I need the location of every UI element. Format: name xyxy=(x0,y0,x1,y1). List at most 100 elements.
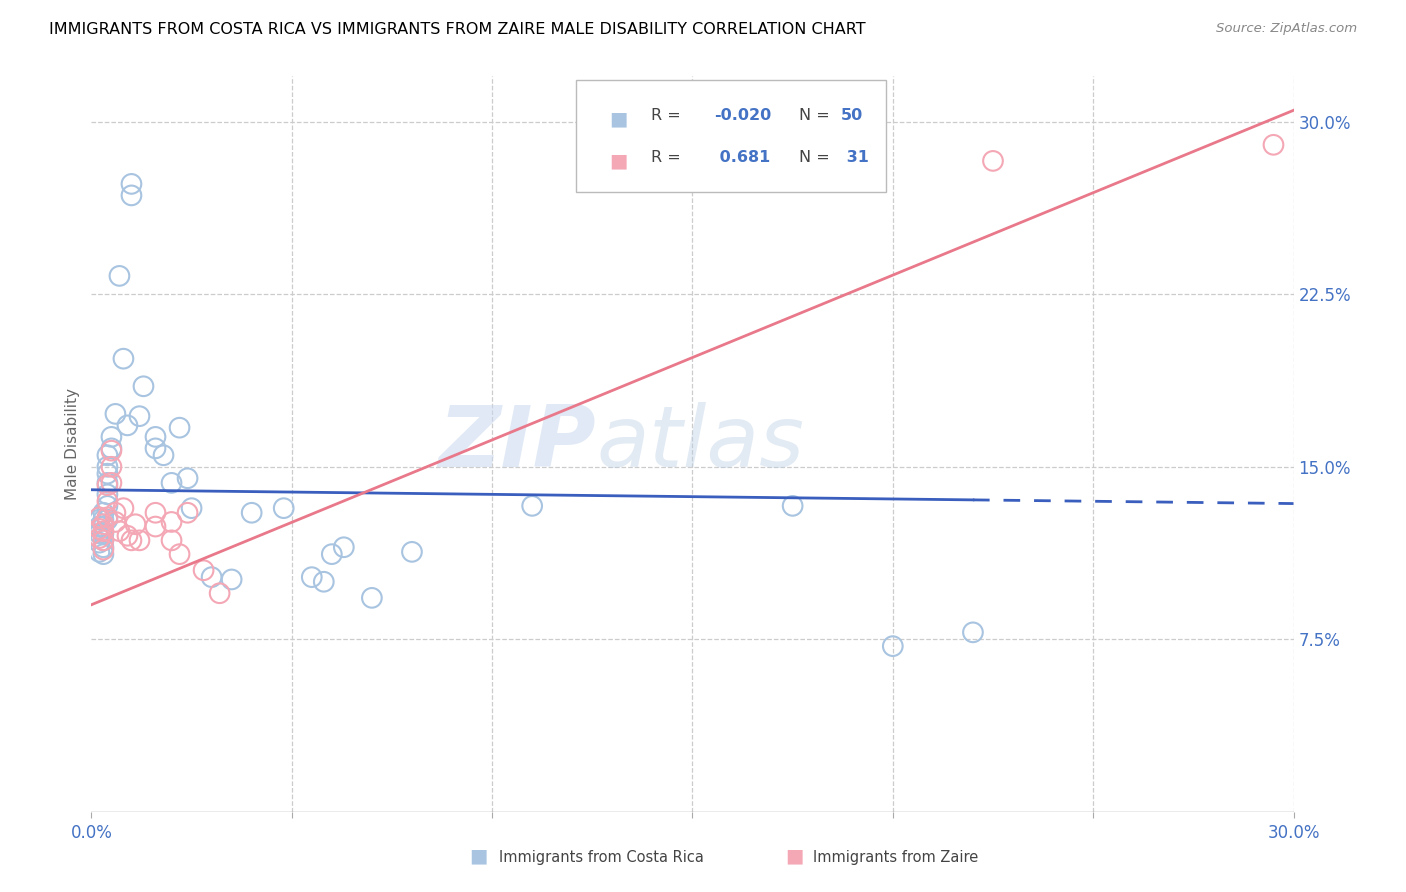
Point xyxy=(89,513,111,527)
Point xyxy=(112,501,135,516)
Text: 0.681: 0.681 xyxy=(714,150,770,165)
Point xyxy=(301,570,323,584)
Point xyxy=(145,506,167,520)
Point xyxy=(145,430,167,444)
Point xyxy=(117,418,139,433)
Point xyxy=(100,475,122,490)
Point xyxy=(104,407,127,421)
Text: 31: 31 xyxy=(841,150,869,165)
Point xyxy=(160,533,183,548)
Point xyxy=(1263,137,1285,152)
Point xyxy=(89,519,111,533)
Point xyxy=(93,533,115,548)
Point xyxy=(221,573,243,587)
Point xyxy=(93,533,115,548)
Point xyxy=(128,533,150,548)
Text: IMMIGRANTS FROM COSTA RICA VS IMMIGRANTS FROM ZAIRE MALE DISABILITY CORRELATION : IMMIGRANTS FROM COSTA RICA VS IMMIGRANTS… xyxy=(49,22,866,37)
Text: ■: ■ xyxy=(785,847,804,865)
Text: 50: 50 xyxy=(841,108,863,123)
Point xyxy=(145,442,167,456)
Point xyxy=(132,379,155,393)
Point xyxy=(96,499,118,513)
Text: R =: R = xyxy=(651,150,686,165)
Point xyxy=(333,541,356,555)
Point xyxy=(93,519,115,533)
Text: R =: R = xyxy=(651,108,686,123)
Point xyxy=(160,475,183,490)
Point xyxy=(145,519,167,533)
Point xyxy=(108,524,131,538)
Y-axis label: Male Disability: Male Disability xyxy=(65,388,80,500)
Point xyxy=(89,535,111,549)
Point xyxy=(882,639,904,653)
Point xyxy=(121,188,143,202)
Point xyxy=(201,570,224,584)
Text: -0.020: -0.020 xyxy=(714,108,772,123)
Point xyxy=(96,475,118,490)
Point xyxy=(312,574,335,589)
Point xyxy=(93,541,115,555)
Point xyxy=(93,517,115,532)
Point xyxy=(522,499,544,513)
Point xyxy=(401,545,423,559)
Point xyxy=(240,506,263,520)
Point xyxy=(169,420,191,434)
Point xyxy=(93,526,115,541)
Point xyxy=(93,524,115,538)
Point xyxy=(152,448,174,462)
Point xyxy=(89,545,111,559)
Point xyxy=(108,268,131,283)
Point xyxy=(962,625,984,640)
Text: Source: ZipAtlas.com: Source: ZipAtlas.com xyxy=(1216,22,1357,36)
Point xyxy=(96,513,118,527)
Text: atlas: atlas xyxy=(596,402,804,485)
Text: ZIP: ZIP xyxy=(439,402,596,485)
Point xyxy=(100,459,122,474)
Point xyxy=(104,515,127,529)
Point xyxy=(208,586,231,600)
Point xyxy=(93,506,115,520)
Point xyxy=(176,471,198,485)
Point xyxy=(96,459,118,474)
Point xyxy=(100,430,122,444)
Text: Immigrants from Costa Rica: Immigrants from Costa Rica xyxy=(499,850,704,865)
Point xyxy=(160,515,183,529)
Point xyxy=(981,153,1004,168)
Point xyxy=(112,351,135,366)
Point xyxy=(124,517,146,532)
Text: Immigrants from Zaire: Immigrants from Zaire xyxy=(813,850,979,865)
Point xyxy=(360,591,382,605)
Point xyxy=(100,443,122,458)
Point xyxy=(176,506,198,520)
Point xyxy=(96,494,118,508)
Point xyxy=(96,487,118,501)
Point xyxy=(100,442,122,456)
Text: ■: ■ xyxy=(609,152,627,170)
Point xyxy=(180,501,202,516)
Point xyxy=(321,547,343,561)
Point xyxy=(782,499,804,513)
Point xyxy=(96,467,118,481)
Point xyxy=(89,522,111,536)
Point xyxy=(96,478,118,492)
Point xyxy=(93,513,115,527)
Text: ■: ■ xyxy=(609,110,627,128)
Point xyxy=(93,547,115,561)
Point xyxy=(128,409,150,424)
Point xyxy=(193,563,215,577)
Point xyxy=(93,542,115,557)
Point xyxy=(169,547,191,561)
Point xyxy=(121,533,143,548)
Point xyxy=(117,529,139,543)
Point xyxy=(96,448,118,462)
Text: N =: N = xyxy=(799,108,835,123)
Text: N =: N = xyxy=(799,150,835,165)
Point xyxy=(89,510,111,524)
Point xyxy=(121,177,143,191)
Point xyxy=(104,506,127,520)
Point xyxy=(96,510,118,524)
Text: ■: ■ xyxy=(468,847,488,865)
Point xyxy=(89,526,111,541)
Point xyxy=(273,501,295,516)
Point xyxy=(89,531,111,545)
